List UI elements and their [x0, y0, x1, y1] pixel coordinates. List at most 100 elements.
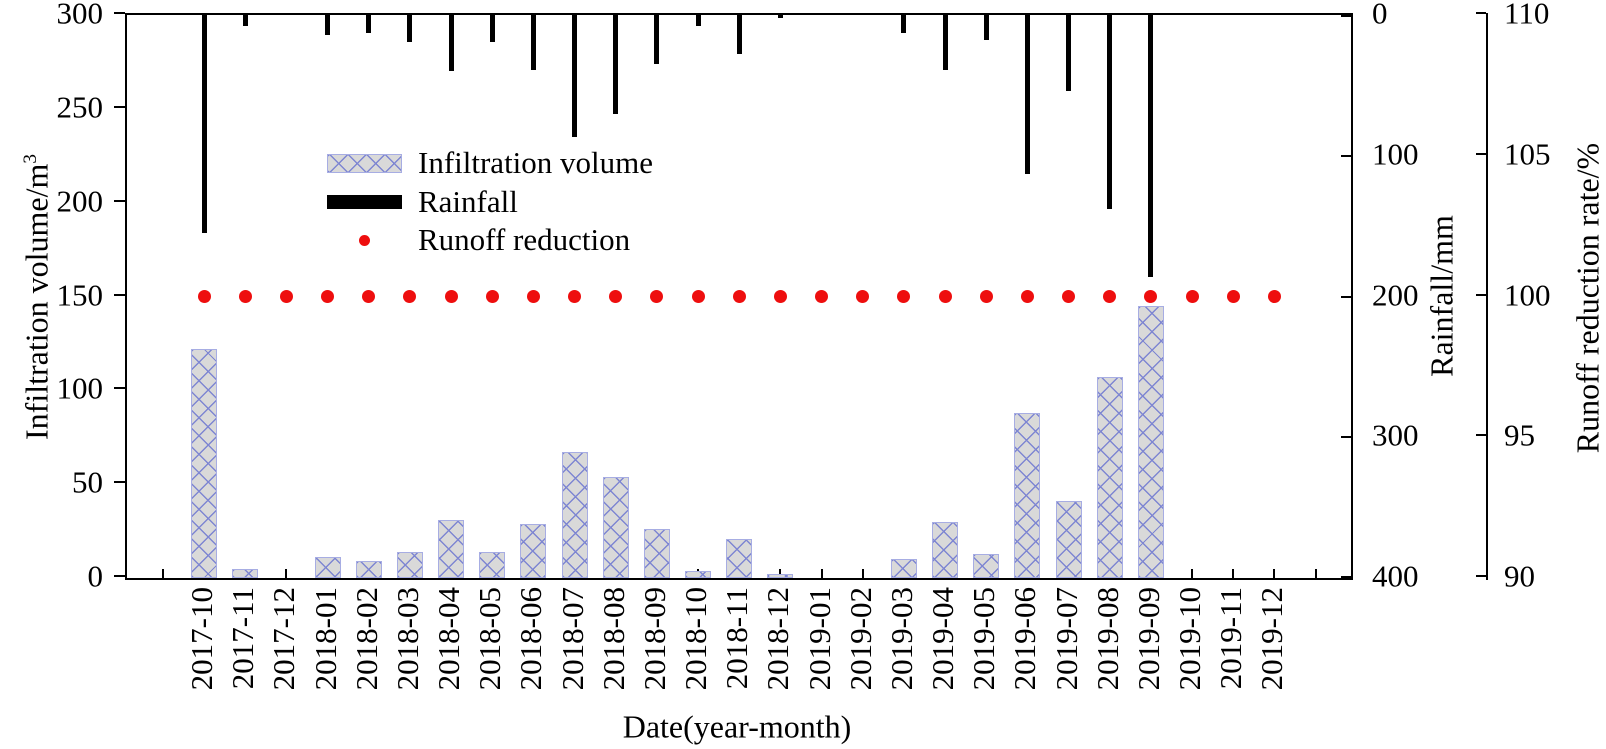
- left-axis-tick: [114, 199, 125, 202]
- rainfall-bar: [530, 15, 536, 70]
- infiltration-bar: [520, 523, 547, 578]
- x-axis-category-label: 2018-02: [348, 587, 384, 691]
- infiltration-bar: [602, 476, 629, 578]
- runoff-reduction-dot: [444, 290, 458, 303]
- runoff-reduction-dot: [568, 290, 582, 303]
- runoff-reduction-dot: [526, 290, 540, 303]
- x-axis-category-label: 2018-07: [554, 587, 590, 691]
- left-axis-tick: [114, 293, 125, 296]
- infiltration-bar: [643, 529, 670, 578]
- x-axis-category-label: 2019-10: [1172, 587, 1208, 691]
- rainfall-bar: [325, 15, 330, 35]
- infiltration-bar: [561, 452, 588, 578]
- rainfall-bar: [736, 15, 742, 55]
- runoff-reduction-dot: [609, 290, 623, 303]
- rainfall-axis-tick-label: 400: [1372, 558, 1419, 594]
- x-axis-category-label: 2019-05: [966, 587, 1002, 691]
- runoff-reduction-dot: [403, 290, 417, 303]
- x-axis-category-label: 2018-05: [472, 587, 508, 691]
- rainfall-bar: [654, 15, 660, 65]
- rainfall-axis-tick: [1341, 576, 1351, 578]
- x-axis-tick: [779, 569, 782, 578]
- y-axis-title-runoff: Runoff reduction rate/%: [1569, 142, 1606, 454]
- x-axis-category-label: 2017-12: [266, 587, 302, 691]
- infiltration-bar: [726, 538, 753, 578]
- rainfall-axis-tick: [1341, 154, 1351, 157]
- infiltration-bar: [479, 551, 506, 578]
- runoff-axis-line: [1486, 13, 1488, 580]
- runoff-reduction-dot: [1062, 290, 1076, 303]
- runoff-reduction-dot: [485, 290, 499, 303]
- runoff-axis-tick-label: 95: [1504, 417, 1535, 453]
- runoff-axis-tick: [1476, 434, 1486, 437]
- y-axis-title-infiltration-sup: 3: [19, 154, 41, 164]
- infiltration-bar: [973, 553, 1000, 578]
- runoff-reduction-dot: [362, 290, 376, 303]
- x-axis-tick: [861, 569, 864, 578]
- infiltration-bar: [1137, 305, 1164, 578]
- left-axis-tick-label: 100: [56, 370, 104, 406]
- x-axis-title: Date(year-month): [622, 708, 852, 745]
- x-axis-category-label: 2017-11: [225, 587, 261, 690]
- x-axis-category-label: 2019-12: [1254, 587, 1290, 691]
- runoff-axis-tick-label: 100: [1504, 277, 1551, 312]
- rainfall-bar: [201, 15, 207, 234]
- rainfall-bar: [572, 15, 578, 138]
- rainfall-axis-tick: [1341, 436, 1351, 439]
- rainfall-bar: [366, 15, 372, 34]
- rainfall-bar: [242, 15, 248, 27]
- rainfall-axis-tick: [1341, 15, 1351, 17]
- runoff-reduction-dot: [979, 290, 993, 303]
- rainfall-bar: [695, 15, 701, 27]
- rainfall-bar: [489, 15, 495, 42]
- infiltration-bar: [314, 557, 341, 578]
- runoff-axis-tick: [1476, 293, 1486, 296]
- left-axis-tick-label: 300: [56, 0, 104, 31]
- x-axis-category-label: 2018-12: [760, 587, 796, 691]
- x-axis-category-label: 2019-06: [1007, 587, 1043, 691]
- infiltration-bar: [396, 551, 423, 578]
- runoff-axis-tick-label: 90: [1504, 558, 1535, 594]
- rainfall-axis-tick-label: 300: [1372, 417, 1419, 453]
- runoff-reduction-dot: [650, 290, 664, 303]
- x-axis-category-label: 2019-09: [1130, 587, 1166, 691]
- infiltration-bar: [355, 561, 382, 578]
- rainfall-bar: [777, 15, 783, 18]
- runoff-reduction-dot: [279, 290, 293, 303]
- runoff-axis-tick: [1476, 152, 1486, 155]
- rainfall-bar: [1148, 15, 1154, 277]
- runoff-axis-tick: [1476, 575, 1486, 577]
- x-axis-category-label: 2019-03: [883, 587, 919, 691]
- x-axis-category-label: 2019-08: [1089, 587, 1125, 691]
- left-axis-tick-label: 250: [56, 89, 104, 125]
- left-axis-tick-label: 0: [87, 558, 104, 594]
- x-axis-tick: [1232, 569, 1235, 578]
- x-axis-category-label: 2018-01: [307, 587, 343, 691]
- x-axis-category-label: 2018-03: [389, 587, 425, 691]
- x-axis-category-label: 2019-11: [1213, 587, 1249, 690]
- rainfall-bar: [1024, 15, 1030, 175]
- runoff-reduction-dot: [732, 290, 746, 303]
- left-axis-tick-label: 50: [72, 464, 103, 500]
- infiltration-bar: [1055, 501, 1082, 578]
- rainfall-bar: [613, 15, 619, 114]
- x-axis-category-label: 2019-04: [925, 587, 961, 691]
- x-axis-tick: [1273, 569, 1276, 578]
- infiltration-bar: [1096, 377, 1123, 578]
- left-axis-tick-label: 200: [56, 183, 104, 219]
- x-axis-category-label: 2018-09: [636, 587, 672, 691]
- rainfall-bar: [407, 15, 413, 42]
- runoff-reduction-dot: [1103, 290, 1117, 303]
- legend: Infiltration volume Rainfall Runoff redu…: [327, 144, 653, 260]
- left-axis-tick: [114, 387, 125, 390]
- runoff-reduction-dot: [1226, 290, 1240, 303]
- rainfall-bar: [1107, 15, 1113, 210]
- runoff-reduction-dot: [321, 290, 334, 303]
- runoff-reduction-dot: [691, 290, 705, 303]
- infiltration-bar: [191, 349, 217, 578]
- x-axis-category-label: 2018-06: [513, 587, 549, 691]
- rainfall-bar: [942, 15, 948, 70]
- left-axis-tick-label: 150: [56, 277, 104, 312]
- left-axis-tick: [114, 12, 125, 14]
- infiltration-bar: [438, 519, 465, 578]
